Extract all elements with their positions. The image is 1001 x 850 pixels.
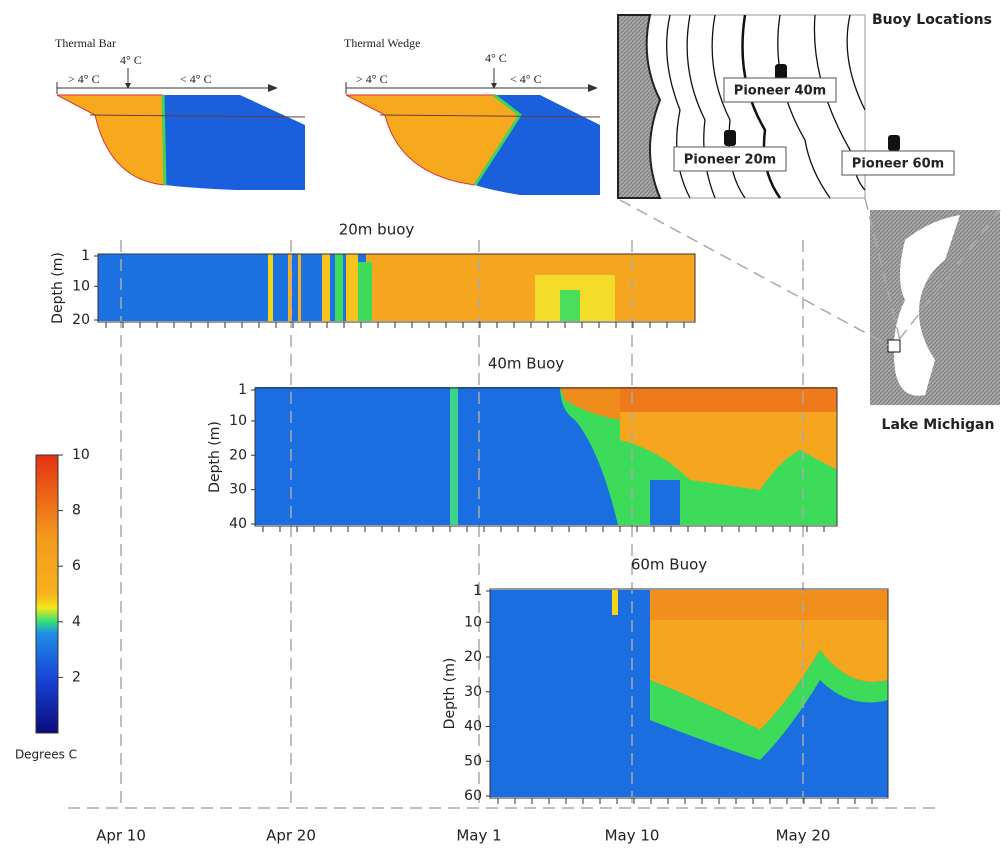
panel-title: 40m Buoy bbox=[488, 355, 564, 373]
colorbar-label: Degrees C bbox=[15, 748, 77, 762]
y-axis-label: Depth (m) bbox=[207, 421, 223, 493]
date-tick-label: May 1 bbox=[456, 827, 501, 845]
y-tick-label: 40 bbox=[464, 719, 482, 735]
decor bbox=[346, 254, 358, 321]
decor bbox=[322, 254, 330, 321]
y-tick-label: 50 bbox=[464, 753, 482, 769]
figure: Thermal Bar 4° C > 4° C < 4° C Thermal W… bbox=[0, 0, 1001, 850]
decor bbox=[335, 254, 343, 321]
decor bbox=[724, 130, 736, 146]
y-axis-label: Depth (m) bbox=[50, 252, 66, 324]
decor bbox=[650, 590, 888, 620]
y-tick-label: 1 bbox=[238, 382, 247, 398]
decor bbox=[612, 590, 618, 615]
decor bbox=[560, 290, 580, 321]
decor bbox=[450, 387, 458, 525]
decor: Thermal Bar bbox=[55, 36, 116, 50]
decor: Buoy Locations bbox=[872, 12, 992, 28]
buoy-map: Pioneer 40m Pioneer 20m Pioneer 60m Buoy… bbox=[618, 12, 1000, 433]
decor bbox=[888, 135, 900, 151]
y-tick-label: 30 bbox=[229, 482, 247, 498]
y-tick-label: 10 bbox=[464, 614, 482, 630]
decor: Pioneer 40m bbox=[734, 84, 826, 99]
decor bbox=[268, 84, 278, 92]
colorbar bbox=[36, 455, 58, 733]
y-tick-label: 10 bbox=[72, 278, 90, 294]
y-tick-label: 20 bbox=[72, 312, 90, 328]
date-tick-label: Apr 10 bbox=[96, 827, 146, 845]
y-tick-label: 30 bbox=[464, 684, 482, 700]
decor bbox=[57, 95, 165, 185]
decor: Thermal Wedge bbox=[344, 36, 420, 50]
decor bbox=[650, 480, 680, 525]
decor: Pioneer 60m bbox=[852, 157, 944, 172]
decor: Pioneer 20m bbox=[684, 153, 776, 168]
colorbar-tick-label: 2 bbox=[72, 669, 81, 685]
heatmap-60m bbox=[490, 590, 888, 797]
decor: < 4° C bbox=[510, 72, 542, 86]
decor bbox=[163, 95, 165, 185]
y-axis-label: Depth (m) bbox=[442, 658, 458, 730]
date-tick-label: Apr 20 bbox=[266, 827, 316, 845]
decor bbox=[620, 387, 837, 412]
heatmap-40m bbox=[255, 387, 837, 525]
colorbar-tick-label: 4 bbox=[72, 614, 81, 630]
thermal-wedge-diagram: Thermal Wedge 4° C > 4° C < 4° C bbox=[344, 36, 600, 195]
decor bbox=[298, 254, 301, 321]
decor: < 4° C bbox=[180, 72, 212, 86]
y-tick-label: 60 bbox=[464, 788, 482, 804]
heatmap-20m bbox=[98, 254, 695, 321]
date-tick-label: May 10 bbox=[605, 827, 660, 845]
y-tick-label: 40 bbox=[229, 516, 247, 532]
decor bbox=[268, 254, 273, 321]
y-tick-label: 1 bbox=[473, 583, 482, 599]
thermal-bar-diagram: Thermal Bar 4° C > 4° C < 4° C bbox=[55, 36, 305, 190]
colorbar-tick-label: 6 bbox=[72, 558, 81, 574]
decor: 4° C bbox=[120, 53, 142, 67]
y-tick-label: 10 bbox=[229, 413, 247, 429]
decor bbox=[888, 340, 900, 352]
panel-title: 60m Buoy bbox=[631, 556, 707, 574]
y-tick-label: 20 bbox=[229, 447, 247, 463]
colorbar-tick-label: 10 bbox=[72, 447, 90, 463]
panel-title: 20m buoy bbox=[339, 221, 415, 239]
y-tick-label: 20 bbox=[464, 649, 482, 665]
decor bbox=[163, 95, 305, 190]
colorbar-tick-label: 8 bbox=[72, 503, 81, 519]
decor: 4° C bbox=[485, 51, 507, 65]
decor bbox=[358, 262, 372, 321]
y-tick-label: 1 bbox=[81, 248, 90, 264]
date-tick-label: May 20 bbox=[776, 827, 831, 845]
decor: > 4° C bbox=[356, 72, 388, 86]
decor bbox=[588, 84, 598, 92]
decor: Lake Michigan bbox=[882, 417, 995, 433]
decor: > 4° C bbox=[68, 72, 100, 86]
